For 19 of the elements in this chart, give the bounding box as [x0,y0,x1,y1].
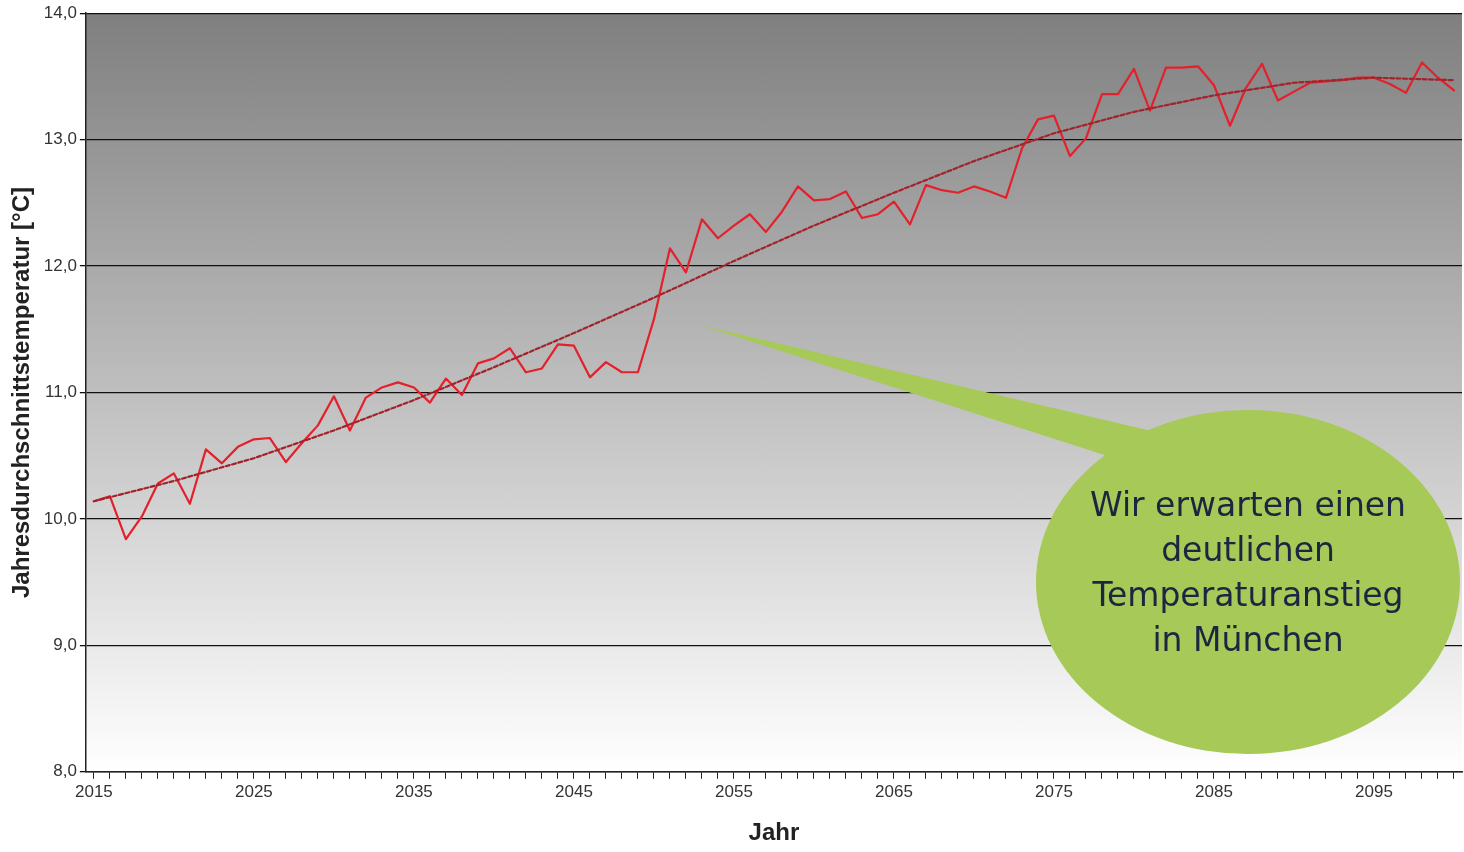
x-axis-title: Jahr [748,818,800,846]
y-tick-label: 11,0 [45,382,77,402]
y-axis-title: Jahresdurchschnittstemperatur [°C] [7,186,35,599]
x-tick-label: 2095 [1355,781,1393,801]
x-tick-label: 2075 [1035,781,1073,801]
annotation: Wir erwarten einen deutlichen Temperaturanstieg in München [1089,484,1407,661]
y-tick-label: 10,0 [43,508,77,528]
x-tick-label: 2045 [555,781,593,801]
x-tick-label: 2055 [715,781,753,801]
x-tick-label: 2025 [234,781,273,801]
y-tick-label: 14,0 [43,2,77,22]
y-tick-label: 9,0 [53,635,77,655]
y-tick-label: 12,0 [43,255,77,275]
y-tick-label: 8,0 [53,761,77,781]
x-tick-label: 2085 [1195,781,1233,801]
y-tick-label: 13,0 [43,129,77,149]
x-tick-label: 2035 [395,781,433,801]
x-tick-label: 2015 [74,781,113,801]
x-tick-label: 2065 [875,781,913,801]
